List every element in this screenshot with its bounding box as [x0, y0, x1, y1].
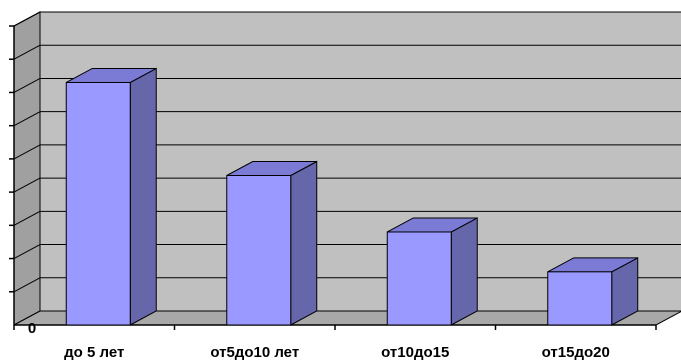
bar-front [65, 81, 131, 326]
x-tick-label: от5до10 лет [210, 344, 299, 361]
gridline-side [13, 177, 41, 193]
chart-labels: 0 до 5 лет от5до10 лет от10до15 от15до20 [28, 320, 610, 361]
gridline-side [13, 44, 41, 60]
bar-side [290, 160, 318, 326]
gridline-side [13, 210, 41, 226]
bar [386, 217, 478, 326]
gridline-side [13, 78, 41, 93]
gridline-side [13, 244, 41, 259]
y-tick-label: 0 [28, 320, 36, 337]
side-wall [13, 11, 41, 326]
chart-walls [13, 11, 681, 326]
bar-front [386, 231, 452, 326]
x-tick-label: до 5 лет [64, 344, 124, 361]
gridline-side [13, 144, 41, 160]
bar [547, 257, 639, 326]
bar-side [450, 217, 478, 326]
x-tick-label: от15до20 [542, 344, 610, 361]
gridline-side [13, 11, 41, 27]
bar-side [129, 67, 157, 326]
chart-bars [65, 67, 639, 326]
bar-front [547, 271, 613, 326]
x-tick-label: от10до15 [381, 344, 449, 361]
bar [65, 67, 157, 326]
gridline-side [13, 111, 41, 127]
bar [226, 160, 318, 326]
gridline-side [13, 277, 41, 293]
bar-front [226, 175, 292, 326]
